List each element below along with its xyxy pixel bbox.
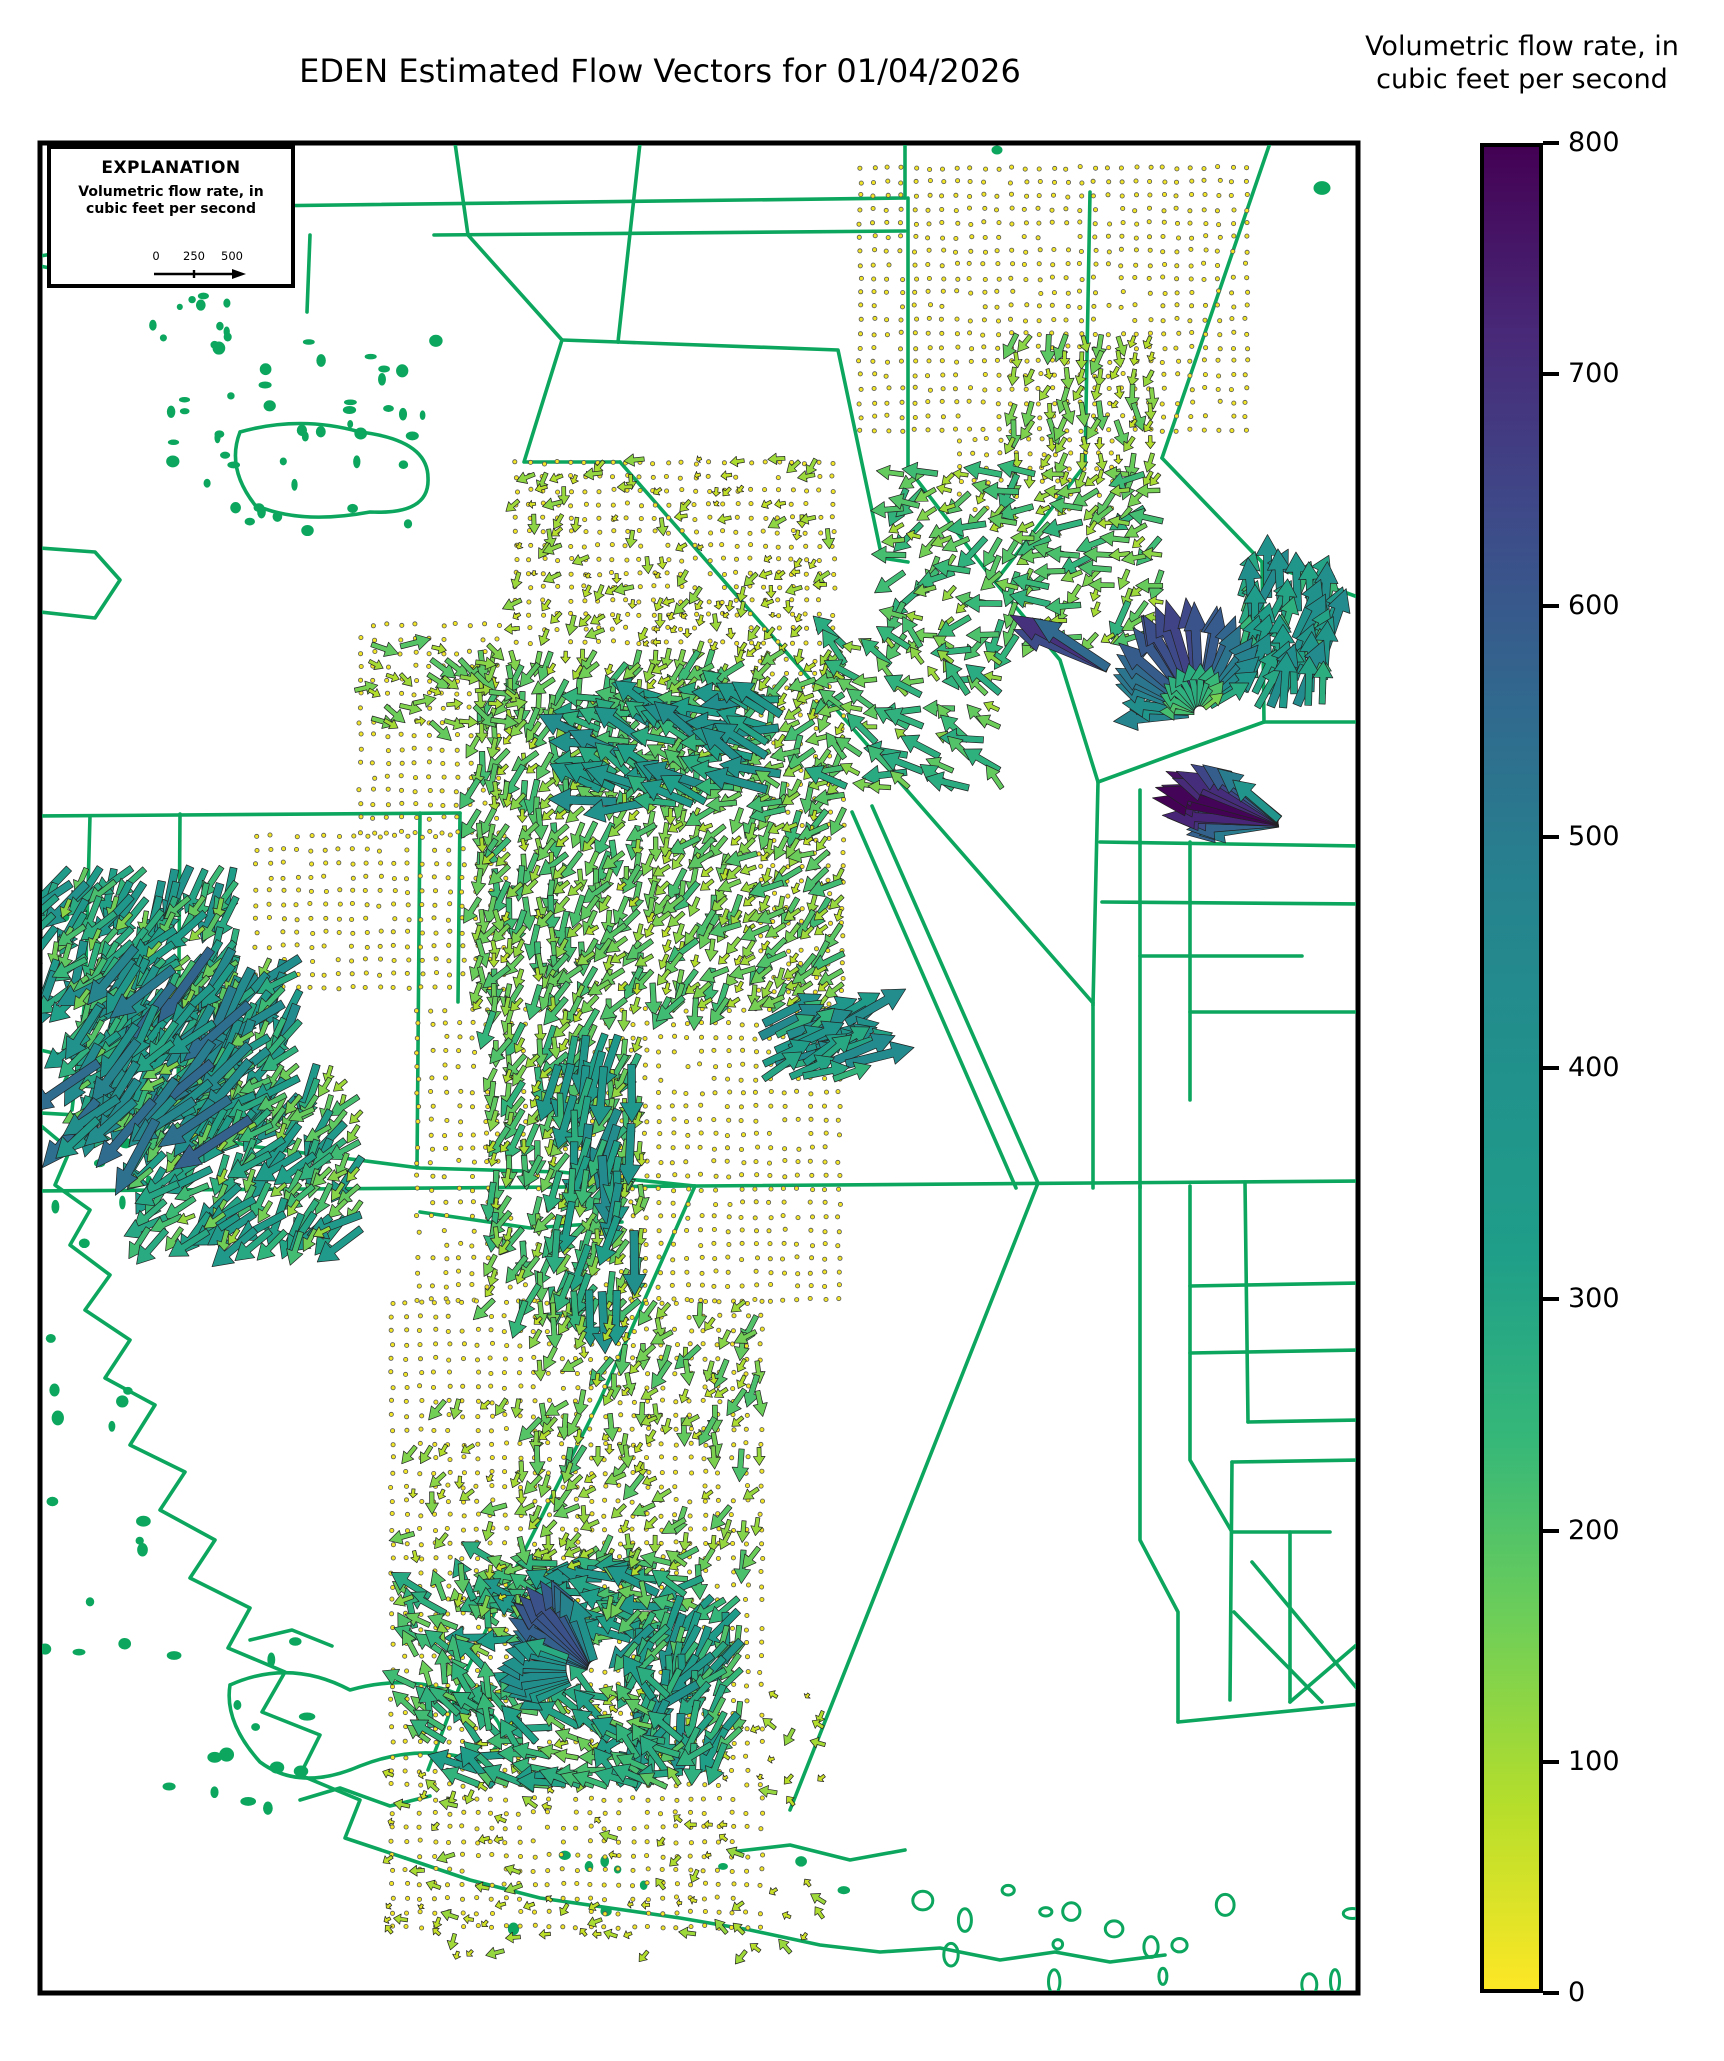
explanation-subtitle: Volumetric flow rate, in cubic feet per … (51, 184, 291, 218)
figure: EDEN Estimated Flow Vectors for 01/04/20… (0, 0, 1724, 2061)
flow-scale-labels: 0 250 500 (51, 249, 291, 263)
scale-label-500: 500 (221, 249, 243, 263)
colorbar-tick-label: 700 (1568, 360, 1658, 388)
explanation-box: EXPLANATION Volumetric flow rate, in cub… (47, 145, 295, 288)
colorbar-tick-label: 400 (1568, 1054, 1658, 1082)
scale-label-250: 250 (183, 249, 205, 263)
colorbar-tick-label: 800 (1568, 129, 1658, 157)
scale-label-0: 0 (152, 249, 159, 263)
colorbar-tick-mark (1543, 835, 1559, 839)
colorbar-tick-mark (1543, 1066, 1559, 1070)
colorbar-tick-label: 200 (1568, 1517, 1658, 1545)
colorbar-tick-mark (1543, 1529, 1559, 1533)
colorbar-tick-label: 600 (1568, 592, 1658, 620)
explanation-subtitle-line1: Volumetric flow rate, in (78, 184, 263, 200)
explanation-subtitle-line2: cubic feet per second (86, 201, 256, 217)
colorbar-tick-mark (1543, 372, 1559, 376)
colorbar-tick-mark (1543, 1991, 1559, 1995)
flow-scale-arrow-icon (146, 267, 256, 281)
explanation-heading: EXPLANATION (51, 158, 291, 178)
colorbar-tick-mark (1543, 1297, 1559, 1301)
colorbar-tick-mark (1543, 1760, 1559, 1764)
colorbar (1480, 143, 1543, 1993)
colorbar-tick-mark (1543, 604, 1559, 608)
map-canvas (0, 0, 1724, 2061)
colorbar-gradient (1484, 147, 1539, 1989)
colorbar-tick-mark (1543, 141, 1559, 145)
colorbar-tick-label: 300 (1568, 1285, 1658, 1313)
colorbar-tick-label: 0 (1568, 1979, 1658, 2007)
colorbar-tick-label: 500 (1568, 823, 1658, 851)
colorbar-tick-label: 100 (1568, 1748, 1658, 1776)
